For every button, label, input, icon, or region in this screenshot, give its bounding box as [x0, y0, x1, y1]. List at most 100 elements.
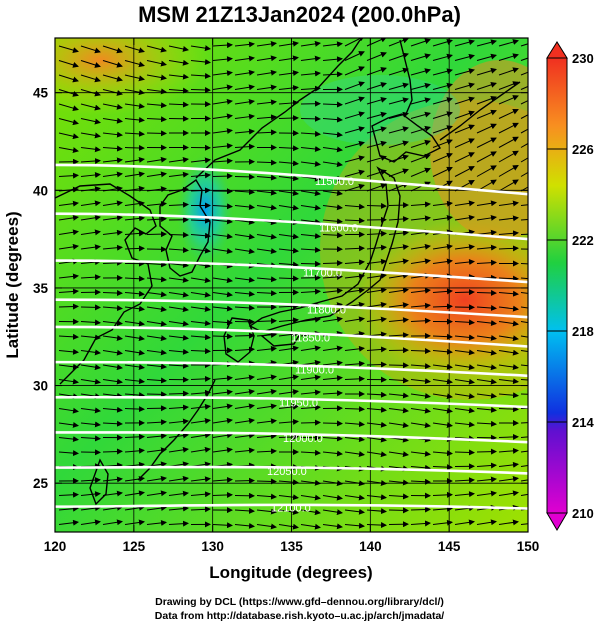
- wind-arrow: [234, 432, 255, 439]
- wind-arrow: [124, 349, 145, 356]
- wind-arrow: [278, 261, 299, 268]
- wind-arrow: [476, 39, 497, 47]
- wind-arrow: [410, 243, 431, 250]
- wind-arrow: [124, 185, 145, 192]
- wind-arrow: [300, 345, 321, 352]
- wind-arrow: [432, 111, 453, 119]
- wind-arrow: [300, 232, 321, 239]
- wind-arrow: [102, 74, 123, 82]
- y-tick-label: 25: [33, 476, 49, 491]
- wind-arrow: [498, 519, 519, 526]
- wind-arrow: [366, 316, 387, 323]
- wind-arrow: [454, 491, 475, 498]
- wind-arrow: [80, 186, 101, 193]
- wind-arrow: [476, 364, 497, 371]
- wind-arrow: [410, 82, 431, 90]
- wind-arrow: [410, 97, 431, 105]
- wind-arrow: [58, 103, 79, 112]
- wind-arrow: [278, 84, 299, 91]
- wind-arrow: [432, 333, 453, 340]
- wind-arrow: [278, 317, 299, 324]
- wind-arrow: [256, 189, 277, 196]
- wind-arrow: [190, 306, 211, 312]
- wind-arrow: [58, 421, 79, 428]
- wind-arrow: [212, 248, 233, 255]
- wind-arrow: [190, 348, 211, 355]
- wind-arrow: [146, 349, 167, 356]
- wind-arrow: [190, 72, 211, 79]
- wind-arrow: [80, 244, 101, 251]
- wind-arrow: [344, 96, 365, 105]
- wind-arrow: [124, 215, 145, 222]
- wind-arrow: [278, 55, 299, 62]
- wind-arrow: [498, 392, 519, 399]
- wind-arrow: [388, 302, 409, 309]
- wind-arrow: [102, 364, 123, 371]
- wind-arrow: [190, 277, 211, 284]
- wind-arrow: [212, 98, 233, 105]
- wind-arrow: [322, 494, 343, 501]
- wind-arrow: [476, 214, 497, 221]
- wind-arrow: [256, 374, 277, 381]
- wind-arrow: [454, 378, 475, 385]
- wind-arrow: [322, 204, 343, 211]
- wind-arrow: [278, 160, 299, 167]
- wind-arrow: [498, 39, 519, 47]
- wind-arrow: [234, 173, 255, 180]
- wind-arrow: [102, 290, 123, 297]
- wind-arrow: [212, 291, 233, 298]
- wind-arrow: [234, 276, 255, 283]
- wind-arrow: [344, 480, 365, 487]
- wind-arrow: [124, 60, 145, 68]
- wind-arrow: [234, 507, 255, 514]
- wind-arrow: [146, 171, 167, 178]
- wind-arrow: [454, 349, 475, 356]
- wind-arrow: [454, 166, 475, 177]
- wind-arrow: [190, 446, 211, 453]
- wind-arrow: [256, 114, 277, 121]
- wind-arrow: [58, 505, 79, 512]
- wind-arrow: [58, 491, 79, 498]
- wind-arrow: [322, 435, 343, 442]
- wind-arrow: [278, 418, 299, 425]
- wind-arrow: [520, 379, 528, 381]
- wind-arrow: [124, 130, 145, 137]
- wind-arrow: [410, 450, 431, 457]
- colorbar-top-arrow: [546, 41, 568, 59]
- wind-arrow: [520, 100, 528, 105]
- wind-arrow: [322, 260, 343, 267]
- wind-arrow: [388, 67, 409, 76]
- wind-arrow: [520, 321, 528, 324]
- wind-arrow: [58, 147, 79, 154]
- wind-arrow: [146, 519, 167, 526]
- wind-arrow: [58, 450, 79, 457]
- wind-arrow: [278, 303, 299, 310]
- wind-arrow: [476, 420, 497, 427]
- wind-arrow: [102, 504, 123, 511]
- wind-arrow: [388, 407, 409, 414]
- wind-arrow: [58, 243, 79, 250]
- wind-arrow: [146, 505, 167, 512]
- wind-arrow: [498, 215, 519, 222]
- wind-arrow: [58, 407, 79, 414]
- wind-arrow: [58, 132, 79, 140]
- wind-arrow: [520, 85, 528, 90]
- wind-arrow: [256, 317, 277, 324]
- wind-arrow: [476, 95, 497, 105]
- wind-arrow: [124, 364, 145, 370]
- wind-arrow: [454, 200, 475, 207]
- wind-arrow: [410, 464, 431, 471]
- wind-arrow: [454, 393, 475, 400]
- wind-arrow: [168, 348, 189, 355]
- wind-arrow: [520, 218, 528, 221]
- wind-arrow: [520, 436, 528, 438]
- wind-arrow: [498, 406, 519, 413]
- wind-arrow: [344, 316, 365, 323]
- warm-region-northwest: [55, 38, 210, 115]
- wind-arrow: [300, 449, 321, 456]
- wind-arrow: [410, 258, 431, 265]
- wind-arrow: [58, 214, 79, 221]
- wind-arrow: [80, 229, 101, 236]
- x-tick-label: 125: [123, 539, 146, 554]
